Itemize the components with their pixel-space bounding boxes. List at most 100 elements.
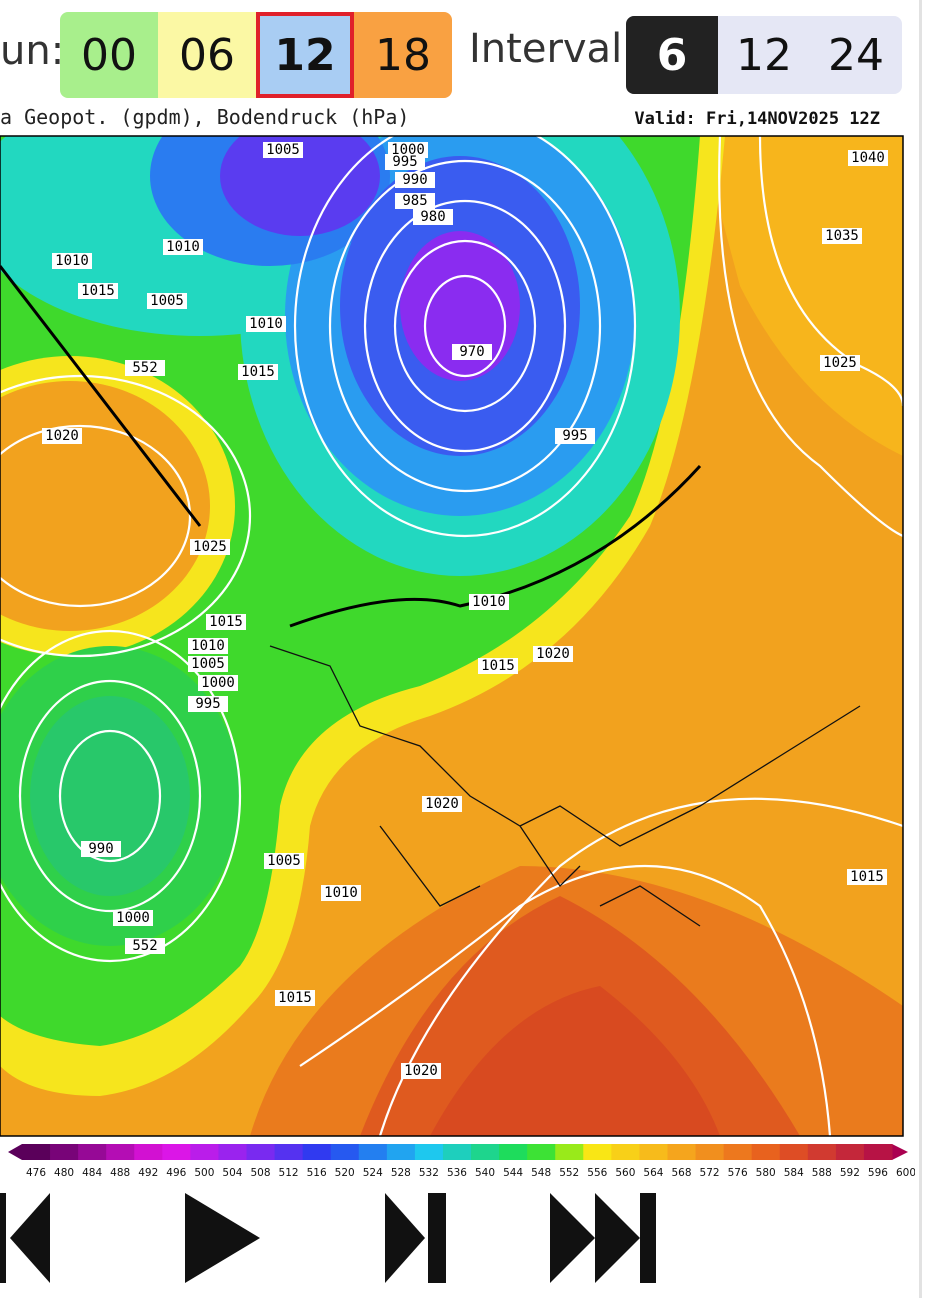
colorbar-swatch bbox=[134, 1144, 163, 1160]
isobar-label: 1010 bbox=[472, 594, 506, 610]
isobar-label: 1005 bbox=[267, 853, 301, 869]
colorbar-swatch bbox=[555, 1144, 584, 1160]
isobar-label-box bbox=[125, 360, 165, 376]
isobar-label: 552 bbox=[132, 360, 157, 376]
colorbar-label: 532 bbox=[419, 1167, 439, 1179]
skip-back-button[interactable] bbox=[0, 1193, 50, 1283]
isobar-label-box bbox=[321, 885, 361, 901]
isobar-label-box bbox=[42, 428, 82, 444]
isobar-label-box bbox=[125, 938, 165, 954]
step-forward-button[interactable] bbox=[385, 1193, 446, 1283]
map-title: a Geopot. (gpdm), Bodendruck (hPa) bbox=[0, 106, 409, 129]
colorbar-label: 512 bbox=[279, 1167, 299, 1179]
isobar-label-box bbox=[413, 209, 453, 225]
isobar-label: 552 bbox=[132, 938, 157, 954]
isobar-label: 1005 bbox=[150, 293, 184, 309]
colorbar-swatch bbox=[274, 1144, 304, 1160]
map-field bbox=[0, 136, 903, 1136]
colorbar-label: 504 bbox=[222, 1167, 242, 1179]
colorbar-label: 576 bbox=[728, 1167, 748, 1179]
colorbar-label: 476 bbox=[26, 1167, 46, 1179]
colorbar-label: 508 bbox=[250, 1167, 270, 1179]
isobar-label-box bbox=[188, 656, 228, 672]
isobar-label: 1015 bbox=[481, 658, 515, 674]
colorbar-label: 580 bbox=[756, 1167, 776, 1179]
isobar-label-box bbox=[275, 990, 315, 1006]
colorbar-swatch bbox=[667, 1144, 697, 1160]
colorbar-swatch bbox=[583, 1144, 612, 1160]
run-label: un: bbox=[0, 28, 65, 74]
colorbar-end bbox=[8, 1144, 22, 1160]
interval-button[interactable]: 24 bbox=[828, 29, 884, 81]
isobar-label-box bbox=[188, 696, 228, 712]
isobar-label-box bbox=[113, 910, 153, 926]
isobar-label-box bbox=[78, 283, 118, 299]
isobar-label: 1025 bbox=[823, 355, 857, 371]
colorbar-swatch bbox=[190, 1144, 219, 1160]
colorbar-label: 588 bbox=[812, 1167, 832, 1179]
run-button-selected[interactable]: 12 bbox=[256, 12, 354, 98]
colorbar-label: 540 bbox=[475, 1167, 495, 1179]
isobar-label: 1005 bbox=[266, 142, 300, 158]
isobar-label-box bbox=[555, 428, 595, 444]
isobar-label: 995 bbox=[392, 154, 417, 170]
interval-button-selected[interactable]: 6 bbox=[626, 16, 718, 94]
play-button[interactable] bbox=[185, 1193, 260, 1283]
colorbar-swatch bbox=[807, 1144, 837, 1160]
isobar-label: 990 bbox=[88, 841, 113, 857]
colorbar-label: 584 bbox=[784, 1167, 804, 1179]
isobar-label: 1015 bbox=[850, 869, 884, 885]
isobar-label-box bbox=[478, 658, 518, 674]
isobar-label: 1020 bbox=[425, 796, 459, 812]
isobar-label: 1015 bbox=[81, 283, 115, 299]
isobar-label-box bbox=[847, 869, 887, 885]
colorbar-swatch bbox=[611, 1144, 640, 1160]
colorbar-swatch bbox=[218, 1144, 248, 1160]
colorbar-swatch bbox=[358, 1144, 388, 1160]
colorbar-label: 548 bbox=[531, 1167, 551, 1179]
interval-label: Interval bbox=[469, 26, 623, 72]
isobar-label: 1005 bbox=[191, 656, 225, 672]
colorbar-swatch bbox=[414, 1144, 444, 1160]
colorbar-swatch bbox=[106, 1144, 135, 1160]
colorbar-swatch bbox=[527, 1144, 556, 1160]
isobar-label-box bbox=[52, 253, 92, 269]
isobar-label-box bbox=[238, 364, 278, 380]
colorbar-swatch bbox=[695, 1144, 725, 1160]
colorbar-swatch bbox=[779, 1144, 809, 1160]
colorbar-label: 484 bbox=[82, 1167, 102, 1179]
isobar-label-box bbox=[81, 841, 121, 857]
isobar-label-box bbox=[395, 172, 435, 188]
isobar-label-box bbox=[190, 539, 230, 555]
playback-controls bbox=[0, 1193, 656, 1283]
run-button[interactable]: 18 bbox=[354, 12, 452, 98]
run-button[interactable]: 06 bbox=[158, 12, 256, 98]
colorbar-swatch bbox=[835, 1144, 865, 1160]
colorbar-swatch bbox=[471, 1144, 500, 1160]
isobar-label-box bbox=[401, 1063, 441, 1079]
colorbar-label: 560 bbox=[615, 1167, 635, 1179]
colorbar-end bbox=[892, 1144, 908, 1160]
colorbar-label: 492 bbox=[138, 1167, 158, 1179]
isobar-label: 1000 bbox=[116, 910, 150, 926]
isobar-label: 1010 bbox=[191, 638, 225, 654]
isobar-label-box bbox=[385, 154, 425, 170]
colorbar-label: 552 bbox=[559, 1167, 579, 1179]
map-panel: a Geopot. (gpdm), Bodendruck (hPa) Valid… bbox=[0, 106, 915, 1179]
colorbar-label: 572 bbox=[700, 1167, 720, 1179]
isobar-label-box bbox=[198, 675, 238, 691]
fast-forward-button[interactable] bbox=[550, 1193, 656, 1283]
isobar-label-box bbox=[263, 142, 303, 158]
run-button[interactable]: 00 bbox=[60, 12, 158, 98]
colorbar-label: 520 bbox=[335, 1167, 355, 1179]
interval-button[interactable]: 12 bbox=[736, 29, 792, 81]
isobar-label: 1015 bbox=[209, 614, 243, 630]
colorbar-label: 544 bbox=[503, 1167, 523, 1179]
colorbar-label: 600 bbox=[896, 1167, 915, 1179]
isobar-label: 990 bbox=[402, 172, 427, 188]
colorbar-swatch bbox=[246, 1144, 276, 1160]
interval-selector: 6 12 24 bbox=[626, 16, 902, 94]
toolbar: un: 00 06 12 18 Interval 6 12 24 bbox=[0, 0, 937, 105]
